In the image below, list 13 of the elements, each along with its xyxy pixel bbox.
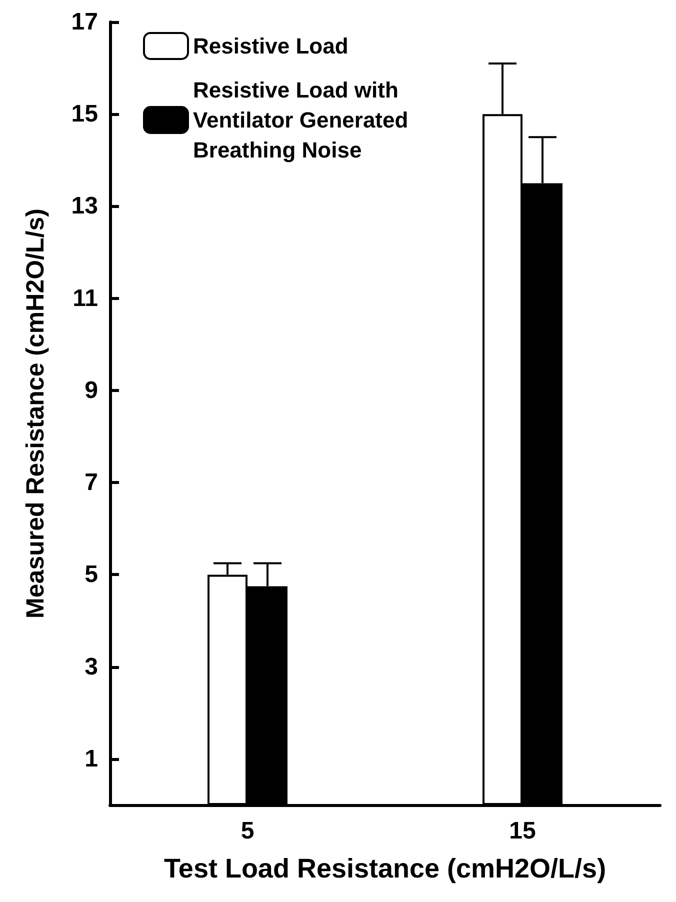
- y-tick-label: 3: [84, 653, 98, 680]
- x-axis-title: Test Load Resistance (cmH2O/L/s): [164, 854, 606, 884]
- y-tick-label: 1: [84, 745, 98, 772]
- y-tick-label: 17: [71, 8, 98, 36]
- y-tick-label: 15: [71, 100, 98, 128]
- y-tick-label: 11: [72, 284, 98, 312]
- y-tick-label: 13: [71, 192, 98, 220]
- y-tick-label: 5: [84, 561, 98, 588]
- legend-label: Resistive Load: [193, 34, 348, 58]
- legend-label: Resistive Load with Ventilator Generated Breathing Noise: [193, 78, 414, 162]
- y-axis-title: Measured Resistance (cmH2O/L/s): [22, 208, 50, 618]
- y-tick-label: 7: [84, 469, 98, 496]
- y-tick-label: 9: [84, 376, 98, 404]
